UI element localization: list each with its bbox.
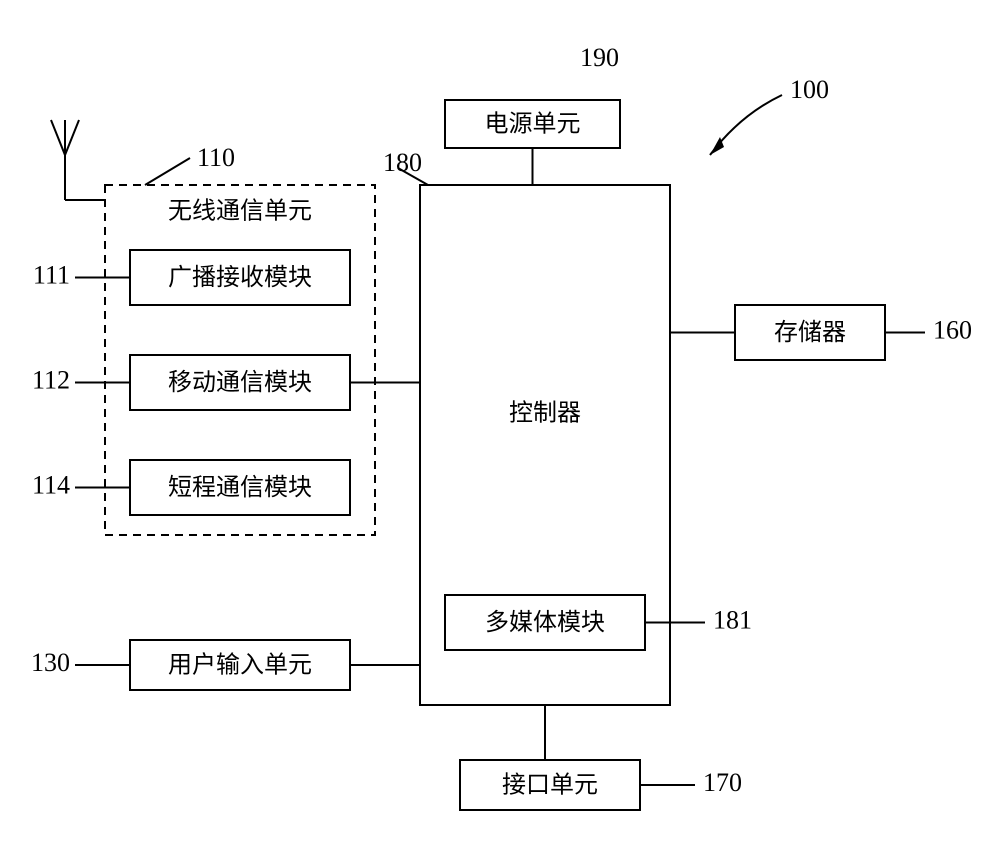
short-range-module-label: 短程通信模块 <box>168 474 312 501</box>
ref-num: 111 <box>33 260 70 289</box>
ref-num: 180 <box>383 148 422 177</box>
ref-num: 130 <box>31 648 70 677</box>
leader-line <box>145 158 190 185</box>
ref-num: 170 <box>703 768 742 797</box>
ref-num: 190 <box>580 43 619 72</box>
controller-label: 控制器 <box>509 400 581 427</box>
interface-unit-label: 接口单元 <box>502 772 598 799</box>
ref-num: 100 <box>790 75 829 104</box>
ref-num: 110 <box>197 143 235 172</box>
system-ref-arrow <box>710 95 782 155</box>
ref-num: 114 <box>32 470 70 499</box>
broadcast-module-label: 广播接收模块 <box>168 264 312 291</box>
ref-num: 181 <box>713 605 752 634</box>
ref-num: 160 <box>933 315 972 344</box>
wireless-unit-label: 无线通信单元 <box>168 198 312 225</box>
mobile-comm-module-label: 移动通信模块 <box>168 369 312 396</box>
ref-num: 112 <box>32 365 70 394</box>
power-unit-label: 电源单元 <box>485 111 581 138</box>
multimedia-module-label: 多媒体模块 <box>485 609 605 636</box>
antenna-icon <box>51 120 105 200</box>
user-input-unit-label: 用户输入单元 <box>168 652 312 679</box>
block-diagram: 无线通信单元 广播接收模块 移动通信模块 短程通信模块 电源单元 控制器 多媒体… <box>0 0 1000 854</box>
memory-label: 存储器 <box>774 319 846 346</box>
